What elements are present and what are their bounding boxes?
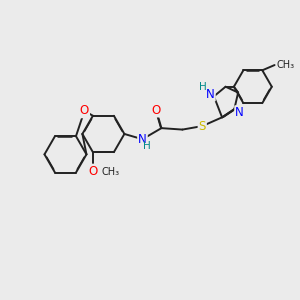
Text: N: N — [138, 133, 147, 146]
Text: H: H — [143, 141, 151, 151]
Text: N: N — [206, 88, 215, 100]
Text: S: S — [199, 120, 206, 133]
Text: O: O — [80, 104, 89, 117]
Text: CH₃: CH₃ — [101, 167, 119, 177]
Text: O: O — [88, 165, 98, 178]
Text: N: N — [235, 106, 244, 119]
Text: CH₃: CH₃ — [276, 60, 294, 70]
Text: O: O — [152, 103, 161, 116]
Text: H: H — [199, 82, 207, 92]
